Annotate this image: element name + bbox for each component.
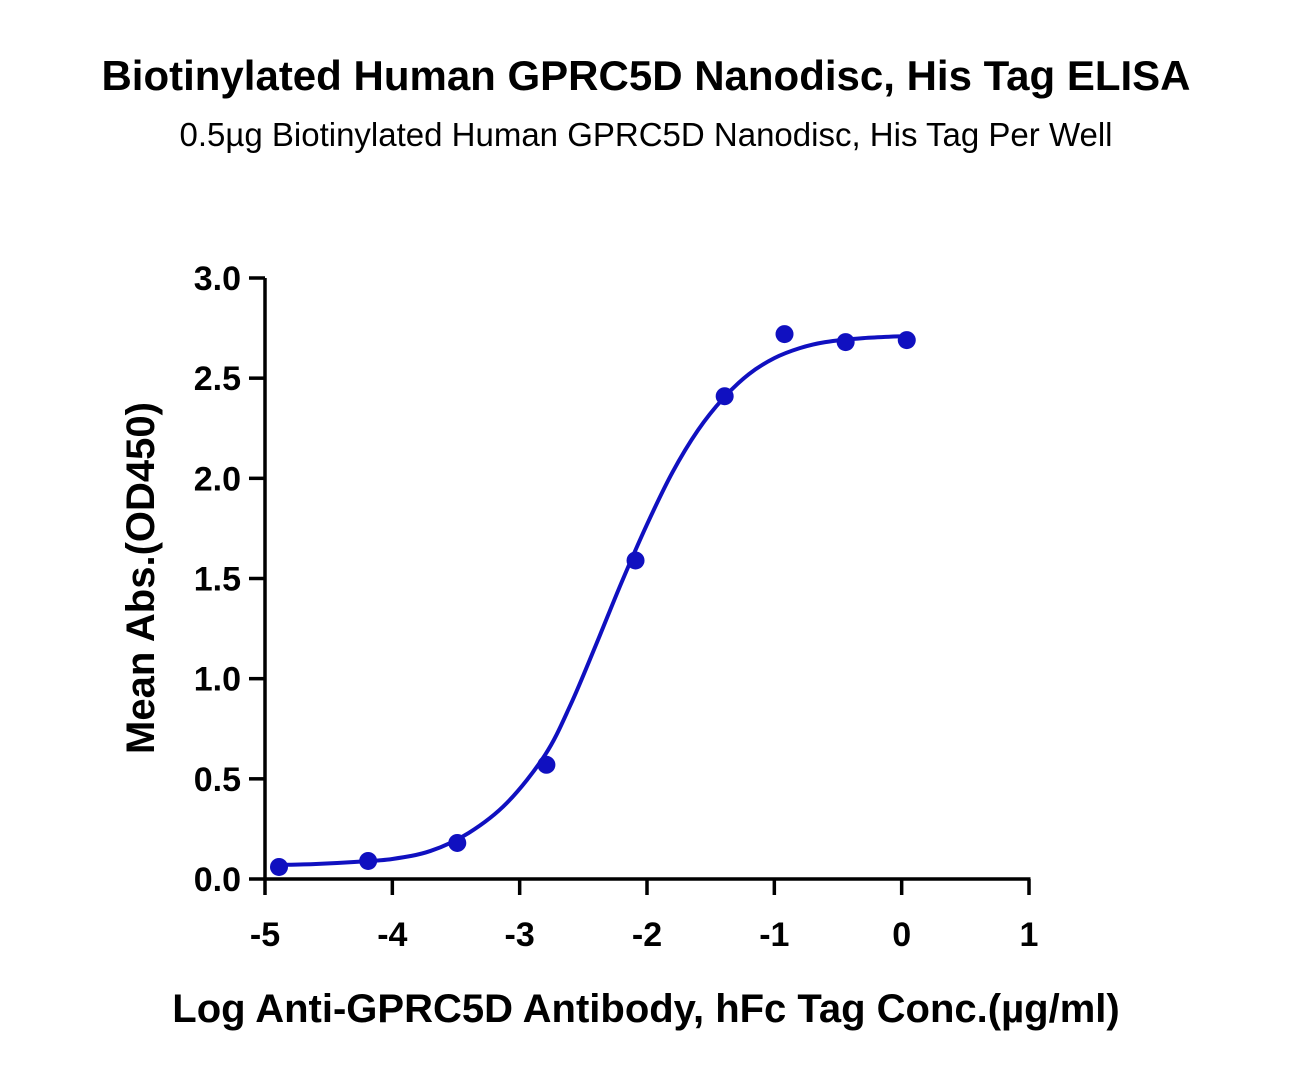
data-point: [626, 551, 645, 570]
chart-subtitle: 0.5µg Biotinylated Human GPRC5D Nanodisc…: [179, 116, 1113, 153]
data-point: [775, 325, 794, 344]
fit-curve-layer: [278, 334, 907, 867]
data-point: [270, 857, 289, 876]
chart-axes: 0.0 0.5 1.0 1.5 2.0 2.5 3.0 -5 -4 -3 -2 -1 0 1: [194, 260, 1039, 954]
y-tick-label: 0.0: [194, 861, 241, 899]
x-tick-label: -2: [632, 916, 662, 954]
x-tick-label: -1: [759, 916, 789, 954]
y-tick-label: 2.5: [194, 360, 241, 398]
axis-labels-layer: Log Anti-GPRC5D Antibody, hFc Tag Conc.(…: [119, 402, 1120, 1031]
y-axis-label: Mean Abs.(OD450): [119, 402, 163, 754]
data-point: [537, 755, 556, 774]
y-tick-label: 2.0: [194, 460, 241, 498]
x-tick-label: 0: [892, 916, 911, 954]
x-axis-label: Log Anti-GPRC5D Antibody, hFc Tag Conc.(…: [172, 987, 1119, 1031]
data-point: [897, 331, 916, 350]
y-tick-label: 1.0: [194, 661, 241, 699]
data-point: [359, 851, 378, 870]
x-tick-label: -3: [505, 916, 535, 954]
y-tick-label: 0.5: [194, 761, 241, 799]
y-tick-label: 3.0: [194, 260, 241, 298]
data-point: [715, 387, 734, 406]
data-point: [836, 333, 855, 352]
chart-title: Biotinylated Human GPRC5D Nanodisc, His …: [101, 52, 1191, 99]
x-tick-label: -5: [250, 916, 280, 954]
x-tick-label: -4: [377, 916, 407, 954]
x-tick-label: 1: [1020, 916, 1039, 954]
data-points-layer: [270, 325, 916, 876]
data-point: [448, 833, 467, 852]
y-tick-label: 1.5: [194, 561, 241, 599]
fit-curve-line: [278, 334, 907, 867]
